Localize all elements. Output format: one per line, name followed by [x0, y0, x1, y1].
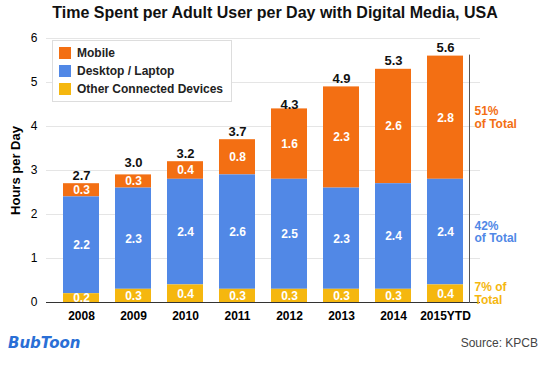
- svg-text:0.3: 0.3: [229, 289, 246, 303]
- svg-text:42%of Total: 42%of Total: [475, 219, 517, 246]
- svg-text:4.9: 4.9: [332, 71, 350, 86]
- svg-text:3.0: 3.0: [124, 155, 142, 170]
- svg-text:0.4: 0.4: [177, 163, 194, 177]
- svg-text:2011: 2011: [224, 309, 250, 323]
- svg-text:2.3: 2.3: [125, 232, 142, 246]
- svg-text:3.2: 3.2: [176, 146, 194, 161]
- svg-text:2.7: 2.7: [72, 168, 90, 183]
- svg-text:2.6: 2.6: [385, 119, 402, 133]
- svg-text:2010: 2010: [172, 309, 199, 323]
- svg-text:1.6: 1.6: [281, 137, 298, 151]
- svg-text:0.3: 0.3: [385, 289, 402, 303]
- svg-text:5.3: 5.3: [384, 53, 402, 68]
- html-text:Time Spent per Adult User per: Time Spent per Adult User per Day with D…: [52, 4, 498, 21]
- svg-text:2.6: 2.6: [229, 225, 246, 239]
- svg-text:2: 2: [31, 207, 38, 221]
- html-text:Other Connected Devices: Other Connected Devices: [77, 82, 223, 96]
- svg-text:0.3: 0.3: [125, 289, 142, 303]
- svg-text:0.4: 0.4: [177, 287, 194, 301]
- svg-text:0.4: 0.4: [437, 287, 454, 301]
- svg-text:0.2: 0.2: [73, 291, 90, 305]
- html-text:Mobile: Mobile: [77, 46, 115, 60]
- svg-text:4: 4: [31, 119, 38, 133]
- svg-text:4.3: 4.3: [280, 97, 298, 112]
- svg-text:0.3: 0.3: [73, 183, 90, 197]
- svg-text:2013: 2013: [328, 309, 355, 323]
- svg-text:2008: 2008: [68, 309, 95, 323]
- svg-text:5.6: 5.6: [436, 40, 454, 55]
- svg-text:0: 0: [31, 295, 38, 309]
- svg-text:2.4: 2.4: [437, 225, 454, 239]
- svg-text:2009: 2009: [120, 309, 147, 323]
- svg-text:2.4: 2.4: [385, 229, 402, 243]
- svg-text:2.4: 2.4: [177, 225, 194, 239]
- svg-text:2015YTD: 2015YTD: [420, 309, 471, 323]
- svg-text:2.3: 2.3: [333, 130, 350, 144]
- svg-text:51%of Total: 51%of Total: [475, 104, 517, 131]
- svg-text:3.7: 3.7: [228, 124, 246, 139]
- svg-text:1: 1: [31, 251, 38, 265]
- svg-text:2.2: 2.2: [73, 238, 90, 252]
- svg-text:0.3: 0.3: [125, 174, 142, 188]
- html-text:Source: KPCB: Source: KPCB: [460, 336, 538, 350]
- svg-text:Hours per Day: Hours per Day: [8, 125, 23, 215]
- svg-text:2.5: 2.5: [281, 227, 298, 241]
- svg-text:2.3: 2.3: [333, 232, 350, 246]
- svg-text:3: 3: [31, 163, 38, 177]
- svg-text:0.3: 0.3: [281, 289, 298, 303]
- svg-text:5: 5: [31, 75, 38, 89]
- svg-text:2014: 2014: [380, 309, 407, 323]
- svg-text:6: 6: [31, 31, 38, 45]
- svg-text:2012: 2012: [276, 309, 303, 323]
- svg-text:0.8: 0.8: [229, 150, 246, 164]
- html-text:Desktop / Laptop: Desktop / Laptop: [77, 64, 175, 78]
- svg-text:0.3: 0.3: [333, 289, 350, 303]
- svg-text:7% ofTotal: 7% ofTotal: [475, 280, 508, 307]
- svg-text:2.8: 2.8: [437, 111, 454, 125]
- html-text:BubToon: BubToon: [8, 334, 81, 352]
